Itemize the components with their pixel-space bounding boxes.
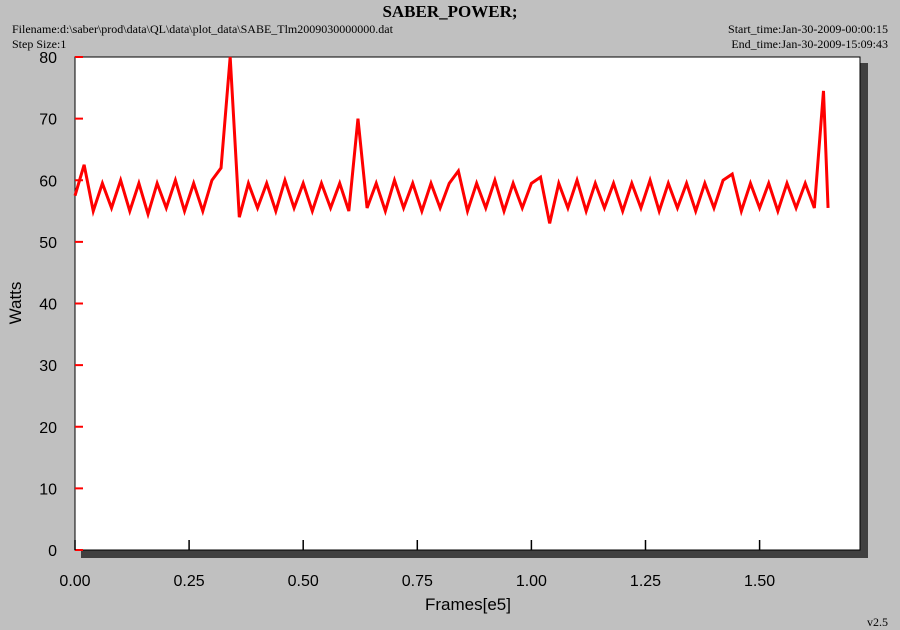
y-axis-label: Watts xyxy=(6,282,25,325)
x-tick-label: 0.75 xyxy=(402,573,433,590)
step-size: Step Size:1 xyxy=(12,37,66,51)
x-tick-label: 0.25 xyxy=(174,573,205,590)
y-tick-label: 30 xyxy=(39,358,57,375)
x-tick-label: 1.25 xyxy=(630,573,661,590)
x-tick-label: 0.50 xyxy=(288,573,319,590)
y-tick-label: 40 xyxy=(39,297,57,314)
x-axis-label: Frames[e5] xyxy=(425,595,511,614)
plot-area xyxy=(74,56,861,551)
chart-title: SABER_POWER; xyxy=(382,2,517,21)
start-time: Start_time:Jan-30-2009-00:00:15 xyxy=(728,22,888,36)
y-tick-label: 20 xyxy=(39,420,57,437)
y-tick-label: 0 xyxy=(48,543,57,560)
end-time: End_time:Jan-30-2009-15:09:43 xyxy=(731,37,888,51)
y-tick-label: 10 xyxy=(39,481,57,498)
y-tick-label: 60 xyxy=(39,173,57,190)
x-tick-label: 1.50 xyxy=(744,573,775,590)
y-tick-label: 50 xyxy=(39,235,57,252)
y-tick-label: 80 xyxy=(39,50,57,67)
filename: Filename:d:\saber\prod\data\QL\data\plot… xyxy=(12,22,394,36)
data-line xyxy=(73,56,830,224)
x-tick-label: 1.00 xyxy=(516,573,547,590)
y-tick-label: 70 xyxy=(39,112,57,129)
x-tick-label: 0.00 xyxy=(59,573,90,590)
version: v2.5 xyxy=(867,615,888,629)
